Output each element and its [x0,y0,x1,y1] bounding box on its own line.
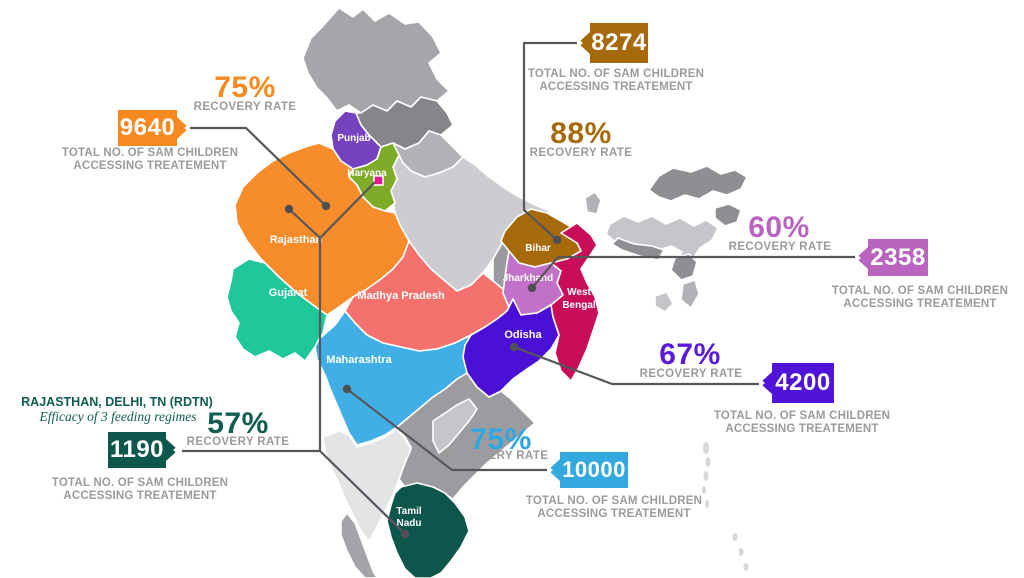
recovery-rate-label: RECOVERY RATE [728,241,832,253]
state-tamil-nadu [386,482,470,578]
recovery-pct-jharkhand: 60% [748,211,810,244]
label-gujarat: Gujarat [269,287,308,299]
marker-dot-odisha [509,342,519,352]
marker-dot-rajasthan-9640 [321,201,331,211]
connector-rdtn [182,181,406,535]
value-badge-rajasthan: 9640 [118,110,177,146]
recovery-rate-label: RECOVERY RATE [186,436,290,448]
desc-line1: TOTAL NO. OF SAM CHILDREN [527,68,705,80]
state-labels: Punjab Haryana Rajasthan Gujarat Madhya … [269,133,596,529]
value-badge-rdtn: 1190 [108,432,166,468]
colored-states [226,110,600,578]
desc-line2: ACCESSING TREATEMENT [63,490,217,502]
marker-dot-maharashtra [342,384,352,394]
label-west-bengal-2: Bengal [562,300,596,311]
desc-maharashtra: TOTAL NO. OF SAM CHILDREN ACCESSING TREAT… [504,495,724,521]
state-manipur [670,253,698,281]
label-tamil-nadu-2: Nadu [397,518,422,529]
rdtn-title: RAJASTHAN, DELHI, TN (RDTN) [21,395,213,409]
desc-jharkhand: TOTAL NO. OF SAM CHILDREN ACCESSING TREAT… [810,285,1024,311]
state-rajasthan [234,142,410,316]
recovery-pct-odisha: 67% [659,338,721,371]
desc-odisha: TOTAL NO. OF SAM CHILDREN ACCESSING TREAT… [692,410,912,436]
andaman-islands [702,442,749,571]
desc-line1: TOTAL NO. OF SAM CHILDREN [525,495,703,507]
state-meghalaya [611,237,665,261]
state-gujarat [226,258,328,362]
marker-dots [284,201,562,539]
connector-odisha [513,345,761,386]
state-sikkim [584,191,602,215]
state-delhi [373,175,384,186]
recovery-rate-label: RECOVERY RATE [639,368,743,380]
desc-line2: ACCESSING TREATEMENT [73,160,227,172]
desc-line2: ACCESSING TREATEMENT [725,423,879,435]
desc-line2: ACCESSING TREATEMENT [537,508,691,520]
state-tripura [654,291,674,313]
rdtn-subtitle: Efficacy of 3 feeding regimes [39,409,197,424]
connector-jharkhand [531,255,856,289]
state-mizoram [680,279,700,309]
desc-rdtn: TOTAL NO. OF SAM CHILDREN ACCESSING TREAT… [30,477,250,503]
marker-dot-jharkhand [527,283,537,293]
state-maharashtra [314,310,472,446]
label-bihar: Bihar [525,243,551,254]
value-badge-bihar: 8274 [590,23,648,63]
state-arunachal [648,165,748,202]
state-karnataka [322,428,412,542]
label-rajasthan: Rajasthan [270,234,323,246]
connectors [182,41,856,535]
marker-dot-rajasthan-rdtn [284,204,294,214]
recovery-rate-label: RECOVERY RATE [529,147,633,159]
connector-rajasthan [190,126,327,207]
label-jharkhand: Jharkhand [503,273,554,284]
recovery-rate-label: RECOVERY RATE [193,101,297,113]
desc-line2: ACCESSING TREATEMENT [843,298,997,310]
label-madhya-pradesh: Madhya Pradesh [357,290,445,302]
recovery-pct-rajasthan: 75% [214,71,276,104]
recovery-pct-rdtn: 57% [207,407,269,440]
value-badge-jharkhand: 2358 [868,239,928,276]
marker-dot-tamil-nadu [400,529,410,539]
desc-line1: TOTAL NO. OF SAM CHILDREN [713,410,891,422]
value-badge-maharashtra: 10000 [560,452,628,488]
state-jammu-kashmir [302,7,450,114]
desc-line1: TOTAL NO. OF SAM CHILDREN [831,285,1009,297]
connector-bihar [522,41,578,241]
label-haryana: Haryana [347,168,387,179]
desc-line1: TOTAL NO. OF SAM CHILDREN [51,477,229,489]
desc-line1: TOTAL NO. OF SAM CHILDREN [61,147,239,159]
recovery-pct-maharashtra: 75% [470,423,532,456]
recovery-rate-label: RECOVERY RATE [445,450,549,462]
state-ap-inner [432,398,478,454]
label-odisha: Odisha [504,329,542,341]
label-west-bengal-1: West [567,287,591,298]
state-kerala [340,512,378,578]
label-maharashtra: Maharashtra [326,354,392,366]
state-nagaland [714,203,742,227]
connector-maharashtra [346,388,548,472]
label-tamil-nadu-1: Tamil [396,506,422,517]
desc-line2: ACCESSING TREATEMENT [539,81,693,93]
label-punjab: Punjab [337,133,370,144]
desc-rajasthan: TOTAL NO. OF SAM CHILDREN ACCESSING TREAT… [40,147,260,173]
recovery-pct-bihar: 88% [550,117,612,150]
marker-dot-bihar [552,235,562,245]
desc-bihar: TOTAL NO. OF SAM CHILDREN ACCESSING TREAT… [506,68,726,94]
value-badge-odisha: 4200 [772,363,834,403]
